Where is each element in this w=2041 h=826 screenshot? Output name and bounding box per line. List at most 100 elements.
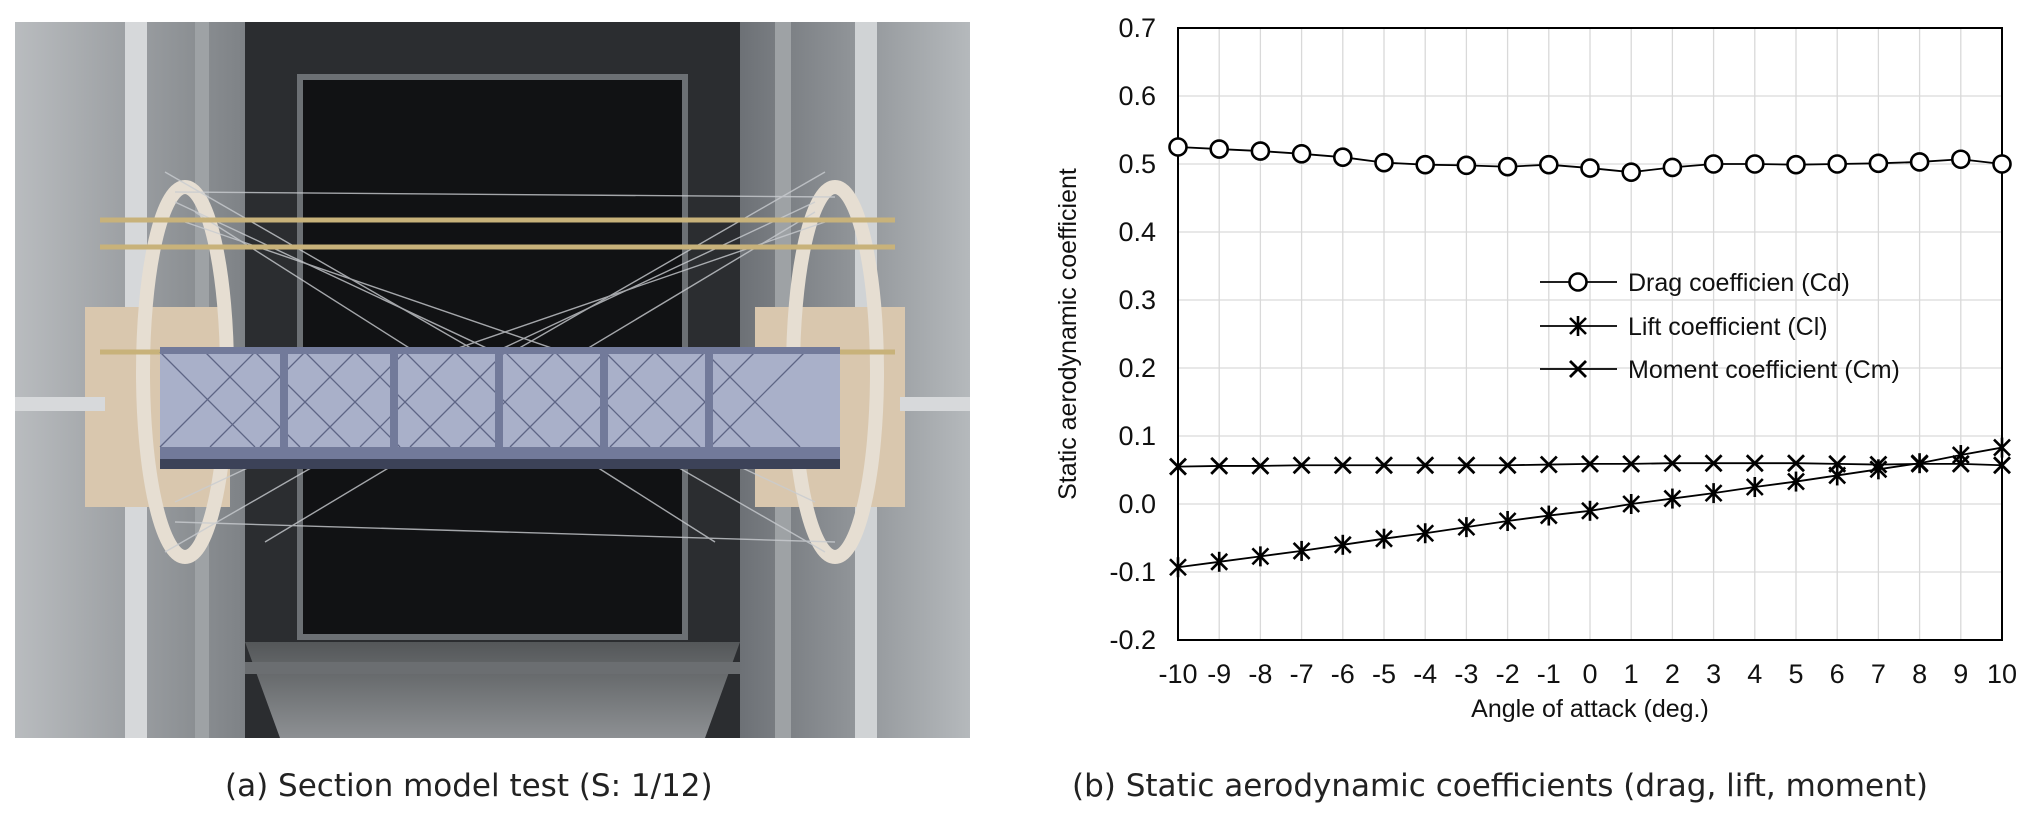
point-drag [1621,162,1642,182]
point-drag [1538,154,1559,175]
marker-x-stroke [1581,454,1599,473]
point-drag [1250,141,1271,161]
legend-label-drag: Drag coefficien (Cd) [1628,269,1850,297]
point-drag [1744,154,1765,174]
y-tick-label: -0.1 [1109,557,1156,587]
point-moment [1333,456,1352,475]
marker-circle-shape [1538,154,1559,175]
point-drag [1415,154,1436,175]
point-moment [1169,457,1187,476]
legend-item-drag: Drag coefficien (Cd) [1540,269,1850,297]
x-tick-label: -9 [1207,659,1231,689]
point-moment [1251,456,1270,475]
y-tick-label: 0.1 [1118,421,1156,451]
legend-symbol [1569,316,1587,336]
point-lift [1333,534,1352,555]
marker-circle-shape [1580,158,1600,178]
x-tick-label: -1 [1537,659,1561,689]
point-lift [1457,517,1476,538]
marker-x-stroke [1745,454,1764,473]
point-lift [1622,494,1641,514]
marker-x-stroke [1251,456,1270,475]
point-lift [1539,505,1558,526]
marker-circle-shape [1568,272,1588,292]
point-moment [1457,456,1476,475]
point-drag [1662,157,1683,178]
marker-circle-shape [1868,153,1889,174]
point-lift [1292,540,1311,561]
x-tick-label: 7 [1871,659,1886,689]
legend-label-lift: Lift coefficient (Cl) [1628,313,1828,341]
point-moment [1581,454,1599,473]
point-moment [1622,454,1641,473]
y-tick-label: 0.0 [1118,489,1156,519]
point-lift [1416,523,1435,544]
y-axis-title: Static aerodynamic coefficient [1054,168,1082,500]
marker-x-stroke [1663,454,1682,473]
marker-x-stroke [1457,456,1476,475]
point-lift [1993,437,2011,458]
plot-frame [1177,27,2003,641]
point-drag [1786,154,1806,175]
point-drag [1291,144,1312,164]
x-tick-label: 5 [1788,659,1803,689]
marker-circle-shape [1786,154,1806,175]
x-tick-label: 2 [1665,659,1680,689]
point-drag [1827,154,1848,174]
marker-x-stroke [1704,454,1723,473]
legend-marker-lift [1569,316,1587,336]
point-moment [1663,454,1682,473]
marker-x-stroke [1622,454,1641,473]
marker-circle-shape [1703,154,1724,174]
x-axis-title: Angle of attack (deg.) [1471,695,1709,723]
marker-circle-shape [1250,141,1271,161]
x-tick-label: -4 [1413,659,1437,689]
marker-x-stroke [1292,456,1311,475]
point-lift [1663,488,1682,509]
marker-x-stroke [1951,454,1970,473]
y-tick-label: 0.2 [1118,353,1156,383]
point-lift [1251,546,1270,567]
point-moment [1910,454,1929,473]
point-lift [1498,511,1517,531]
wind-tunnel-illustration [15,22,970,738]
marker-circle-shape [1621,162,1642,182]
x-tick-label: -2 [1496,659,1520,689]
y-tick-label: -0.2 [1109,625,1156,655]
point-lift [1581,500,1599,521]
point-lift [1169,557,1187,578]
marker-circle-shape [1291,144,1312,164]
x-tick-label: -6 [1331,659,1355,689]
marker-circle-shape [1909,152,1930,172]
point-moment [1292,456,1311,475]
y-tick-label: 0.3 [1118,285,1156,315]
x-tick-label: 6 [1830,659,1845,689]
point-lift [1787,471,1805,492]
legend-marker-drag [1568,272,1588,292]
marker-circle-shape [1497,156,1518,177]
marker-circle-shape [1950,149,1971,170]
point-drag [1168,137,1188,157]
marker-x-stroke [1375,456,1393,475]
aero-coefficient-chart: -10 -9 -8 -7 -6 -5 -4 -3 -2 -1 0 1 2 3 4 5 6 7 8 9 10 -0.2 -0.… [1040,0,2041,760]
point-drag [1209,139,1229,159]
x-tick-label: 10 [1987,659,2017,689]
marker-circle-shape [1992,154,2012,174]
marker-circle-shape [1827,154,1848,174]
y-tick-label: 0.7 [1118,13,1156,43]
x-tick-label: 9 [1953,659,1968,689]
caption-chart: (b) Static aerodynamic coefficients (dra… [1072,768,1928,804]
marker-x-stroke [1828,454,1847,473]
point-moment [1539,455,1558,474]
marker-x-stroke [1498,456,1517,475]
caption-photo: (a) Section model test (S: 1/12) [225,768,713,804]
marker-circle-shape [1456,155,1477,176]
point-moment [1704,454,1723,473]
legend-symbol [1569,360,1587,378]
point-moment [1787,454,1805,473]
x-tick-label: 4 [1747,659,1762,689]
point-moment [1869,455,1888,474]
tick-layer: -10 -9 -8 -7 -6 -5 -4 -3 -2 -1 0 1 2 3 4 5 6 7 8 9 10-0.2-0.… [1109,13,2017,689]
x-tick-label: 8 [1912,659,1927,689]
marker-x-stroke [1787,454,1805,473]
